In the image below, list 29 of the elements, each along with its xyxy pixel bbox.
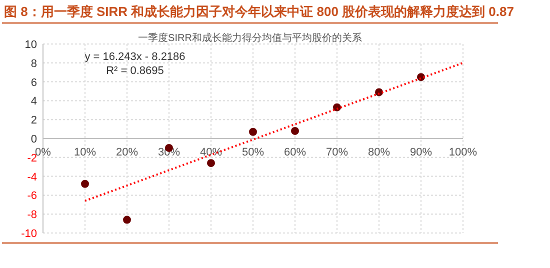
- point: [123, 216, 131, 224]
- x-tick-label: 100%: [448, 146, 478, 158]
- x-tick-label: 10%: [74, 146, 96, 158]
- y-tick-label: 4: [30, 96, 37, 108]
- x-tick-label: 50%: [242, 146, 264, 158]
- y-tick-label: -8: [27, 209, 37, 222]
- annotation: R² = 0.8695: [106, 65, 164, 77]
- point: [207, 159, 215, 168]
- x-tick-label: 80%: [368, 146, 390, 158]
- y-tick-label: 6: [30, 76, 37, 89]
- y-tick-label: 10: [24, 39, 37, 51]
- y-tick-label: 8: [30, 58, 37, 70]
- point: [291, 126, 299, 135]
- x-tick-label: 60%: [284, 146, 306, 158]
- y-tick-label: 0: [30, 134, 37, 146]
- y-tick-label: -2: [27, 152, 37, 164]
- point: [81, 180, 89, 188]
- y-tick-label: -4: [27, 171, 37, 184]
- annotation: y = 16.243x - 8.2186: [84, 51, 186, 63]
- y-tick-label: -6: [27, 190, 37, 202]
- x-tick-label: 0%: [35, 146, 52, 158]
- y-tick-label: 2: [30, 114, 37, 127]
- point: [249, 128, 257, 136]
- y-tick-label: -10: [21, 228, 37, 240]
- chart-title: 图 8：用一季度 SIRR 和成长能力因子对今年以来中证 800 股价表现的解释力度达到 0.87: [4, 4, 514, 19]
- x-tick-label: 70%: [326, 146, 348, 158]
- x-tick-label: 20%: [116, 146, 138, 158]
- chart-subtitle: 一季度SIRR和成长能力得分均值与平均股价的关系: [138, 32, 362, 44]
- x-tick-label: 90%: [410, 146, 432, 158]
